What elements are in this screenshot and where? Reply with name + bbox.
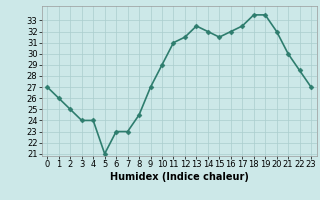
X-axis label: Humidex (Indice chaleur): Humidex (Indice chaleur): [110, 172, 249, 182]
